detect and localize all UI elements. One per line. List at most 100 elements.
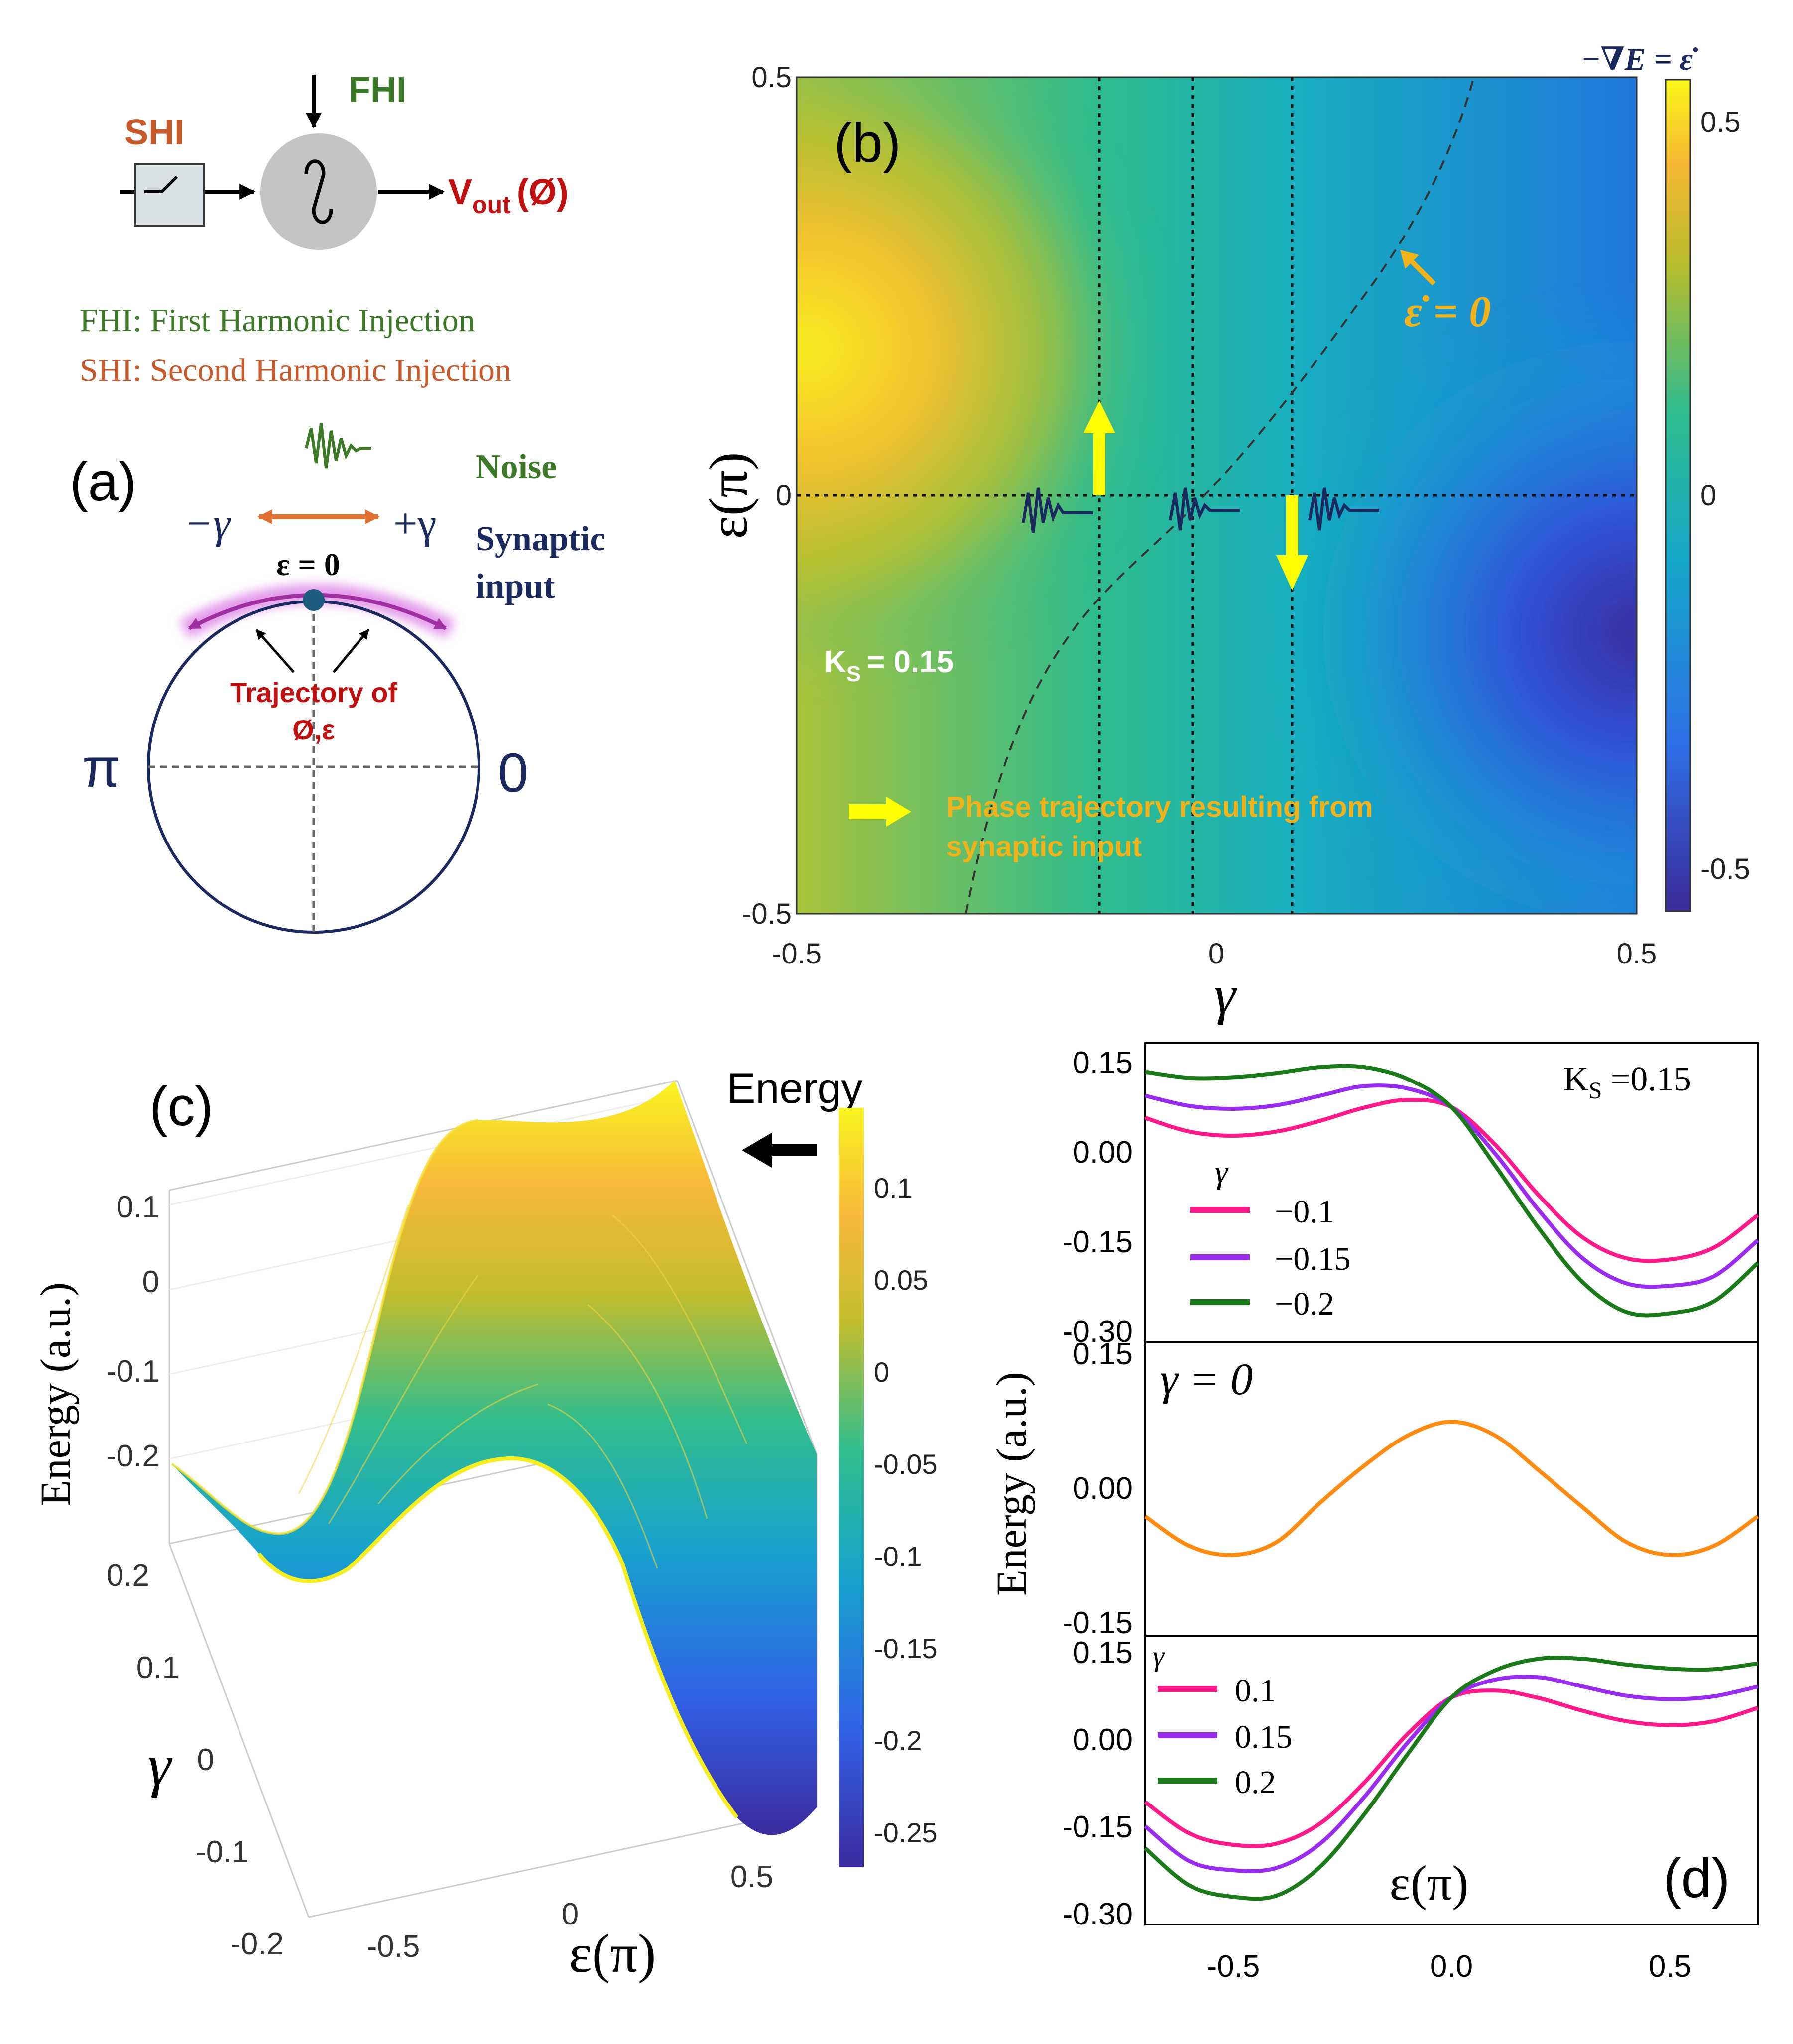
- panel-d: 0.15 0.00 -0.15 -0.30 KS =0.15 γ −0.1 −0…: [987, 1042, 1759, 1984]
- c-cbar-tick-7: -0.2: [874, 1725, 922, 1756]
- c-gtick-2: 0.1: [136, 1651, 179, 1685]
- d-bottom-plot: 0.15 0.00 -0.15 -0.30 γ 0.1 0.15 0.2 ε(π…: [1063, 1635, 1759, 1931]
- d-mid-plot: 0.15 0.00 -0.15 γ = 0: [1063, 1337, 1759, 1640]
- d-bot-legend-title: γ: [1153, 1640, 1165, 1672]
- d-top-plot: 0.15 0.00 -0.15 -0.30 KS =0.15 γ −0.1 −0…: [1063, 1042, 1759, 1349]
- surface-bands: [298, 1204, 748, 1569]
- c-ztick-4: -0.2: [106, 1439, 159, 1473]
- heatmap-hot-region: [797, 77, 1155, 672]
- trajectory-label: Trajectory of: [230, 677, 397, 708]
- traj-pointer-left: [255, 629, 295, 673]
- yellow-arrow-down-shaft: [1286, 495, 1298, 558]
- panel-a-label: (a): [70, 451, 136, 512]
- panel-c: (c) Energy 0.1: [31, 1065, 938, 1984]
- d-top-legend-title: γ: [1215, 1154, 1229, 1190]
- b-colorbar-frame: [1665, 79, 1691, 912]
- yellow-arrow-up-shaft: [1093, 428, 1105, 495]
- nullcline-pointer-head: [1400, 250, 1419, 269]
- noise-label: Noise: [476, 448, 557, 486]
- d-mid-series-line-1: [1144, 1420, 1759, 1557]
- traj-legend-2: synaptic input: [946, 831, 1142, 863]
- panel-c-label: (c): [149, 1076, 213, 1137]
- panel-b-label: (b): [834, 113, 901, 174]
- d-top-ytick-1: 0.15: [1073, 1046, 1133, 1080]
- energy-title: Energy: [727, 1065, 863, 1112]
- d-top-legend-1: −0.1: [1275, 1194, 1334, 1230]
- surface-ridge: [171, 1119, 478, 1535]
- legend-arrow-shaft: [849, 804, 889, 819]
- c-gtick-1: 0.2: [107, 1559, 149, 1593]
- d-mid-ytick-1: 0.15: [1073, 1337, 1133, 1371]
- d-bottom-series-line-3: [1144, 1656, 1758, 1901]
- b-xtick-1: -0.5: [772, 938, 822, 970]
- d-bot-ytick-4: -0.30: [1063, 1897, 1133, 1931]
- c-ztick-2: 0: [142, 1265, 159, 1299]
- c-cbar-tick-6: -0.15: [874, 1633, 938, 1664]
- c-zlabel: Energy (a.u.): [31, 1282, 79, 1506]
- c-ztick-1: 0.1: [117, 1190, 159, 1224]
- d-bot-legend-3: 0.2: [1235, 1764, 1276, 1801]
- noise-icon: [305, 423, 371, 469]
- c-cbar-tick-4: -0.05: [874, 1448, 938, 1480]
- d-xtick-3: 0.5: [1649, 1949, 1691, 1984]
- nullcline-pointer: [1407, 257, 1436, 286]
- heatmap-cold-region: [1290, 309, 1637, 914]
- synaptic-label: Synaptic: [476, 520, 605, 558]
- d-top-ytick-2: 0.00: [1073, 1135, 1133, 1170]
- input-label: input: [476, 567, 555, 605]
- d-bot-ytick-1: 0.15: [1073, 1636, 1133, 1670]
- legend-arrow-head: [886, 797, 911, 827]
- trajectory-label-2: Ø,ε: [292, 714, 335, 745]
- noise-trace-right: [1308, 487, 1379, 531]
- b-ytick-3: -0.5: [742, 898, 792, 930]
- fhi-label: FHI: [349, 70, 406, 110]
- surface-front-edge: [257, 1456, 739, 1819]
- panel-d-label: (d): [1663, 1848, 1730, 1909]
- b-ytick-2: 0: [776, 480, 792, 512]
- traj-pointer-right: [333, 629, 369, 673]
- d-ylabel: Energy (a.u.): [987, 1372, 1035, 1596]
- eps-dot-zero-label: ε̇ = 0: [1404, 288, 1491, 336]
- c-cbar-tick-1: 0.1: [874, 1172, 913, 1203]
- d-gamma-zero-label: γ = 0: [1160, 1355, 1253, 1404]
- c-etick-3: 0.5: [730, 1860, 773, 1894]
- d-bottom-series: [1144, 1656, 1759, 1901]
- b-cbar-title: −∇E = ε̇: [1581, 41, 1698, 77]
- d-mid-series: [1144, 1420, 1759, 1557]
- b-ylabel: ε(π): [698, 452, 759, 539]
- d-bot-legend-2: 0.15: [1235, 1719, 1293, 1755]
- legend-shi: SHI: Second Harmonic Injection: [80, 352, 511, 388]
- d-top-series-line-1: [1144, 1097, 1759, 1263]
- c-colorbar: [839, 1108, 864, 1867]
- c-ztick-3: -0.1: [106, 1354, 159, 1389]
- yellow-arrow-down-head: [1276, 555, 1308, 590]
- d-top-series: [1144, 1064, 1759, 1318]
- c-cbar-tick-3: 0: [874, 1356, 889, 1388]
- d-top-legend-3: −0.2: [1275, 1286, 1334, 1322]
- c-gtick-3: 0: [197, 1743, 214, 1777]
- energy-surface: [172, 1081, 817, 1835]
- b-xlabel: γ: [1214, 964, 1237, 1025]
- d-top-series-line-3: [1145, 1064, 1759, 1318]
- d-bot-legend-1: 0.1: [1235, 1673, 1276, 1709]
- c-gamma-label: γ: [147, 1732, 172, 1798]
- ks-label-b: KS = 0.15: [824, 645, 954, 686]
- yellow-arrow-up-head: [1083, 401, 1115, 433]
- noise-trace-left: [1022, 487, 1093, 533]
- b-cbar-tick-2: 0: [1700, 480, 1716, 512]
- noise-trace-mid: [1169, 487, 1240, 531]
- b-cbar-tick-1: 0.5: [1700, 106, 1741, 138]
- c-gtick-5: -0.2: [231, 1927, 284, 1961]
- panel-b: ε̇ = 0 (b) KS = 0.15 Phase trajectory res…: [698, 41, 1750, 1025]
- c-cbar-tick-8: -0.25: [874, 1817, 938, 1848]
- b-ytick-1: 0.5: [751, 61, 792, 94]
- plus-gamma: +γ: [393, 499, 437, 547]
- sine-icon: [304, 159, 333, 224]
- shi-label: SHI: [124, 113, 184, 152]
- d-top-ytick-4: -0.30: [1063, 1315, 1133, 1349]
- d-top-ytick-3: -0.15: [1063, 1225, 1133, 1259]
- minus-gamma: −γ: [184, 499, 231, 547]
- d-mid-ytick-3: -0.15: [1063, 1606, 1133, 1640]
- b-cbar-tick-3: -0.5: [1700, 853, 1750, 885]
